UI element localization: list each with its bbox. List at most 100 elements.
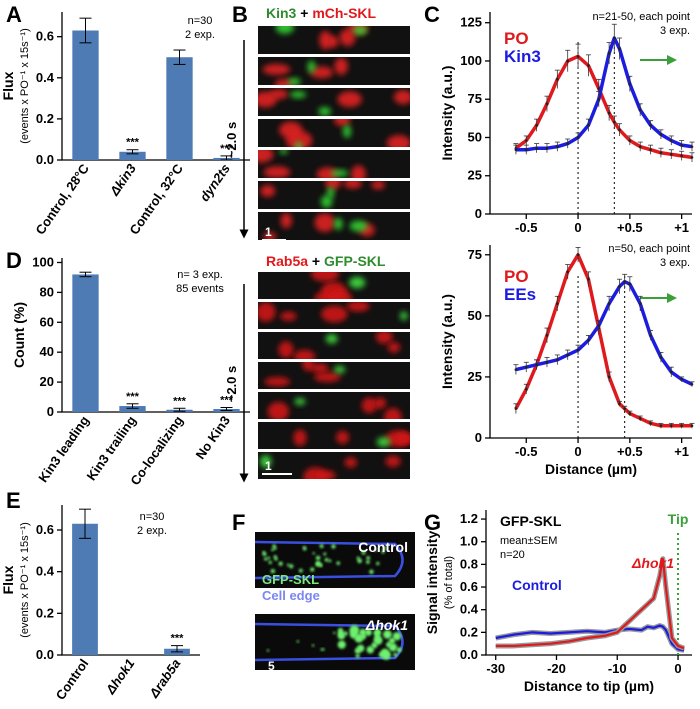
x-tick-label: dyn2ts [197, 161, 233, 204]
bar [166, 57, 193, 160]
spot [337, 640, 346, 649]
bar [72, 274, 99, 412]
point [566, 59, 569, 63]
spot [258, 150, 274, 163]
point [669, 139, 673, 142]
point [680, 378, 683, 381]
spot [319, 544, 324, 549]
panel-letter: C [424, 2, 440, 27]
spot [333, 365, 346, 374]
y-tick-label: 75 [468, 247, 482, 262]
bar [119, 151, 146, 160]
point [628, 282, 632, 286]
significance: *** [173, 395, 187, 407]
point [680, 424, 683, 428]
spot [258, 91, 277, 108]
image-content [263, 212, 375, 240]
spot [270, 568, 276, 574]
spot [333, 217, 343, 231]
image-content [258, 150, 366, 178]
time-label: ~2.0 s [224, 366, 239, 403]
spot [262, 63, 291, 75]
y-axis-label: (events x PO⁻¹ x 15s⁻¹) [19, 522, 31, 638]
x-tick-label: -0.5 [515, 220, 537, 235]
spot [294, 141, 303, 147]
y-tick-label: 0.0 [36, 647, 54, 662]
spot [373, 635, 383, 645]
spot [329, 289, 352, 299]
spot [364, 628, 372, 636]
x-axis-label: Distance (µm) [545, 461, 637, 477]
point [514, 148, 518, 152]
point [556, 78, 559, 81]
point [649, 334, 652, 337]
line [495, 557, 685, 650]
spot [349, 276, 366, 289]
spot [324, 558, 329, 562]
y-tick-label: 75 [468, 91, 482, 106]
point [669, 370, 673, 374]
spot [286, 563, 290, 567]
spot [263, 166, 291, 178]
spot [313, 371, 341, 383]
point [607, 52, 611, 55]
image-content [260, 454, 401, 479]
point [607, 302, 611, 305]
x-tick-label: Control [53, 656, 92, 702]
point [618, 402, 621, 406]
bar [72, 523, 98, 655]
point [576, 136, 580, 139]
spot [293, 349, 316, 359]
spot [290, 91, 307, 99]
y-tick-label: 0 [475, 206, 482, 221]
x-tick-label: Δkin3 [106, 160, 139, 199]
significance: *** [220, 143, 234, 155]
point [659, 151, 663, 155]
y-tick-label: 0.6 [36, 522, 54, 537]
y-tick-label: 0.2 [36, 605, 54, 620]
y-tick-label: 1.2 [460, 511, 478, 526]
point [566, 353, 569, 357]
spot [293, 429, 307, 447]
point [576, 348, 580, 352]
spot [375, 332, 393, 344]
spot [387, 341, 401, 353]
image-title: Rab5a + GFP-SKL [266, 253, 386, 269]
image-content [310, 272, 366, 299]
y-tick-label: 125 [460, 15, 482, 30]
series-label: Control [512, 577, 562, 593]
point [649, 422, 652, 425]
point [576, 55, 580, 58]
y-tick-label: 0.0 [36, 152, 54, 167]
scale-label: 1 [265, 459, 272, 473]
spot [333, 119, 351, 127]
point [613, 120, 616, 124]
line [514, 253, 692, 428]
spot [267, 556, 271, 560]
point [649, 123, 652, 127]
point [524, 139, 528, 142]
spot [349, 220, 368, 232]
y-tick-label: 0.2 [36, 111, 54, 126]
point [618, 285, 621, 288]
bar [72, 30, 99, 160]
spot [334, 57, 348, 75]
x-tick-label: -30 [486, 661, 505, 676]
spot [315, 555, 321, 561]
spot [357, 644, 365, 652]
significance: *** [126, 137, 140, 149]
spot [337, 91, 362, 108]
x-tick-label: Control, 28°C [32, 161, 92, 238]
spot [287, 77, 301, 85]
x-tick-label: Δhok1 [102, 656, 137, 697]
point [607, 111, 611, 115]
image-content [279, 119, 410, 147]
spot [344, 457, 357, 468]
annotation: 2 exp. [137, 525, 167, 537]
spot [339, 28, 356, 47]
image-label: Δhok1 [365, 617, 408, 633]
panel-letter: D [6, 248, 22, 273]
image-content [258, 302, 408, 323]
spot [264, 557, 268, 561]
